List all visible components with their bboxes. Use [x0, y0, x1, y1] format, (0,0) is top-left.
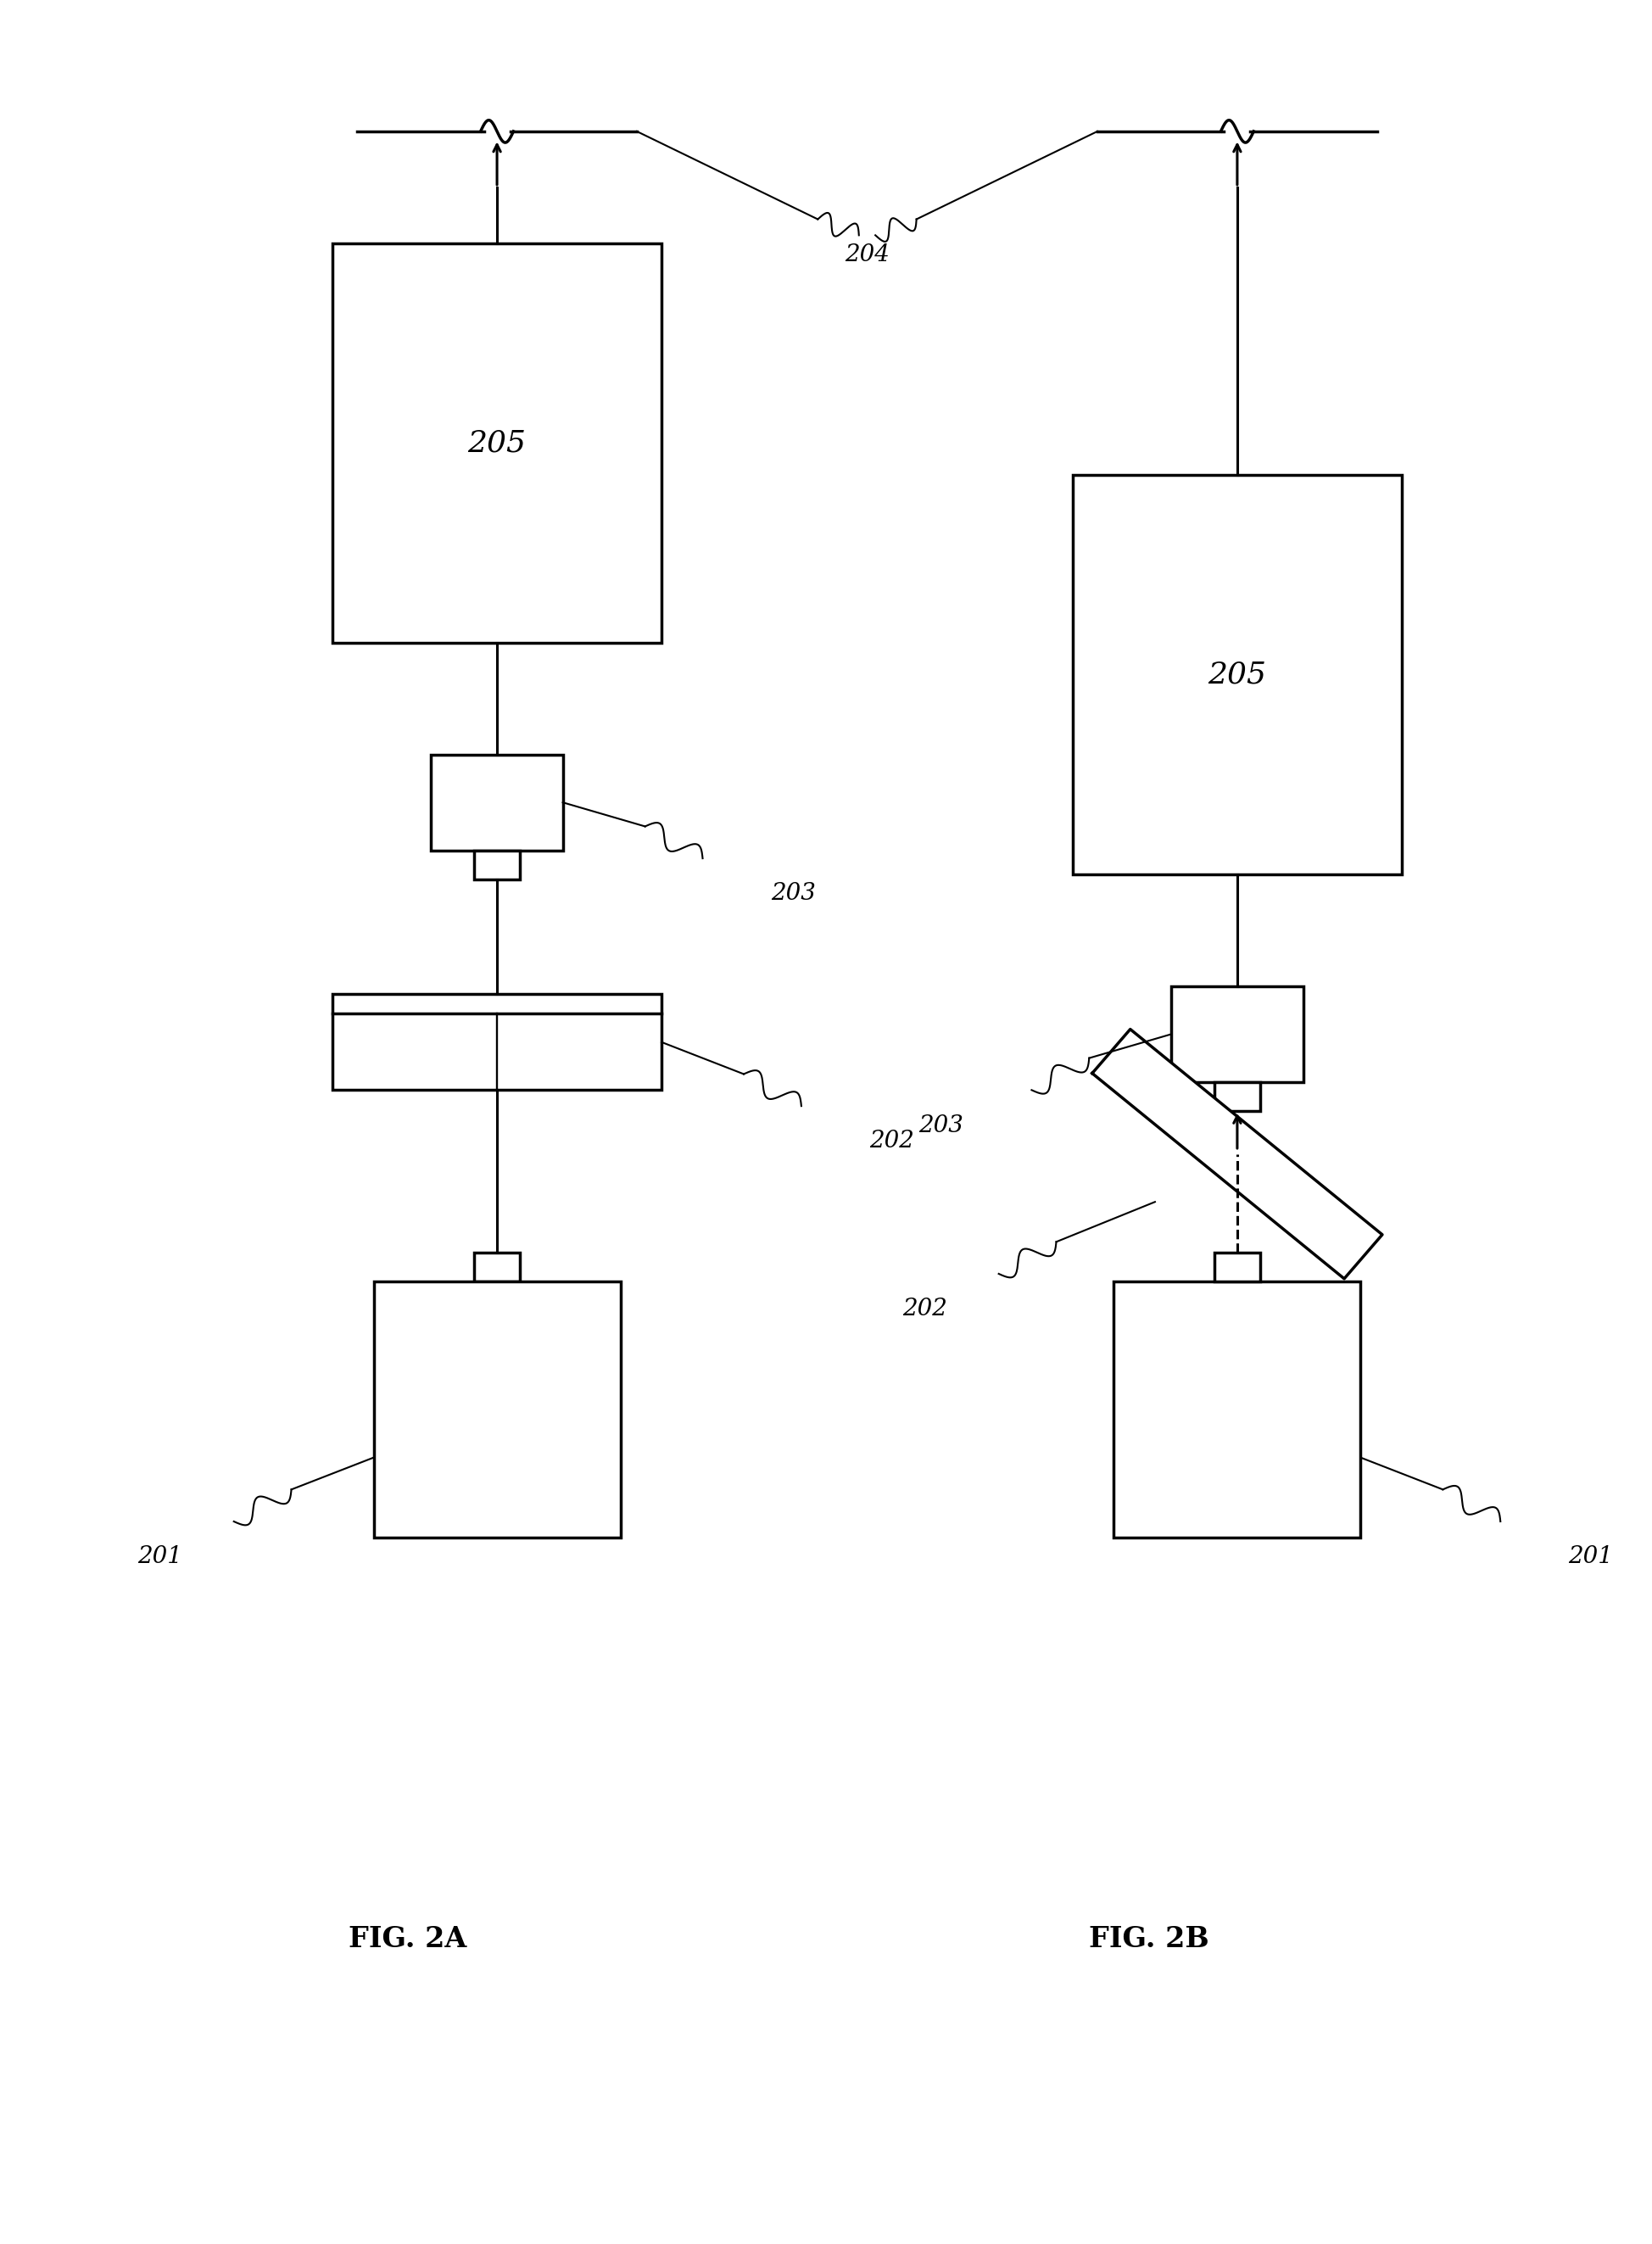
Bar — [332, 242, 661, 642]
Bar — [474, 850, 520, 880]
Text: 201: 201 — [137, 1546, 182, 1569]
Text: 202: 202 — [902, 1297, 947, 1322]
Polygon shape — [1092, 1030, 1383, 1279]
Text: FIG. 2B: FIG. 2B — [1089, 1925, 1209, 1952]
Text: 205: 205 — [468, 429, 527, 458]
Bar — [474, 1252, 520, 1281]
Text: 203: 203 — [919, 1113, 963, 1138]
Bar — [1214, 1252, 1260, 1281]
Bar — [1113, 1281, 1361, 1537]
Bar — [332, 994, 661, 1091]
Bar — [373, 1281, 621, 1537]
Text: 203: 203 — [771, 882, 816, 904]
Bar — [431, 754, 563, 850]
Text: 205: 205 — [1208, 660, 1267, 689]
Bar — [1072, 476, 1403, 875]
Text: 201: 201 — [1568, 1546, 1614, 1569]
Text: 202: 202 — [869, 1131, 914, 1153]
Text: 204: 204 — [844, 242, 889, 267]
Text: FIG. 2A: FIG. 2A — [349, 1925, 468, 1952]
Bar — [1171, 985, 1303, 1082]
Bar — [1214, 1082, 1260, 1111]
